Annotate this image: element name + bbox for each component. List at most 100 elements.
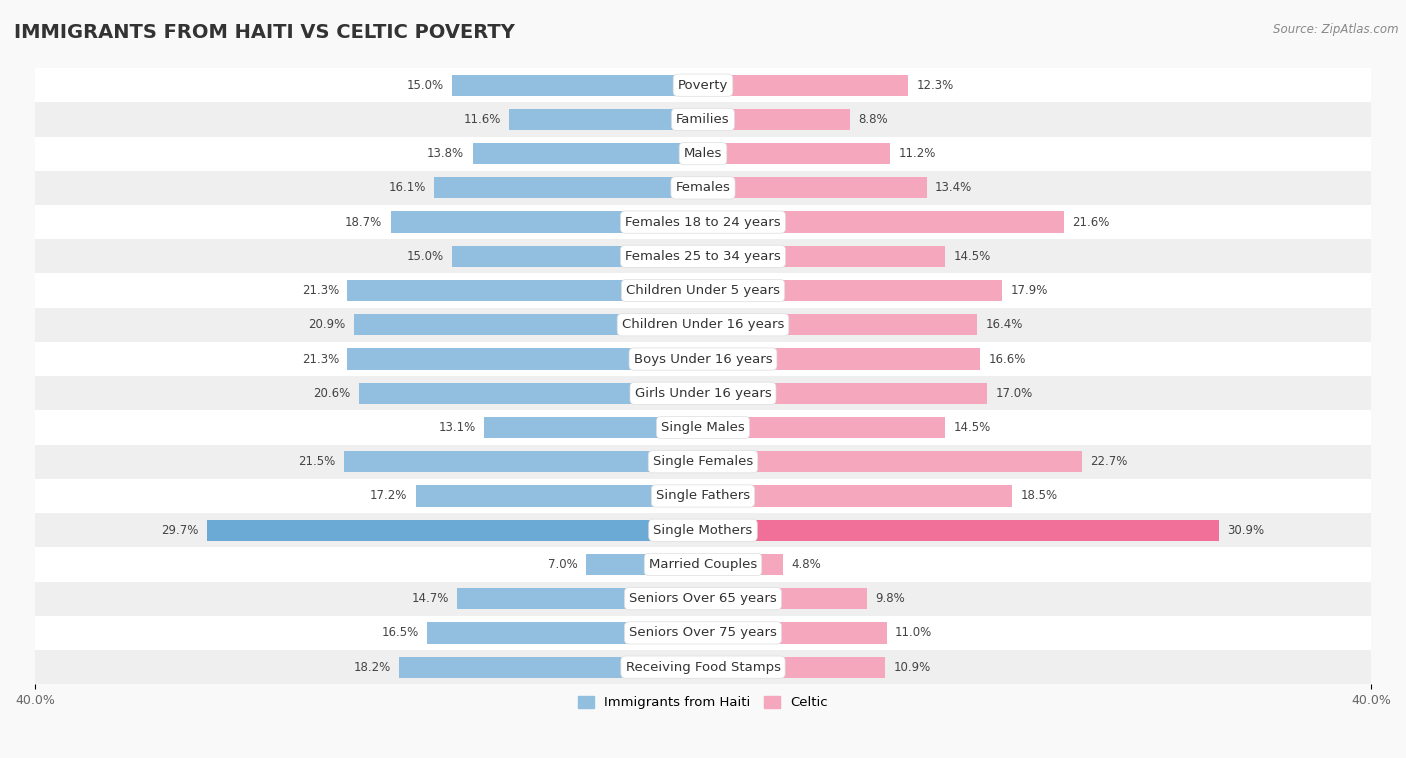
- Text: 15.0%: 15.0%: [406, 250, 444, 263]
- Bar: [35, 376, 1371, 410]
- Bar: [703, 485, 1012, 506]
- Text: 21.3%: 21.3%: [302, 352, 339, 365]
- Bar: [509, 109, 703, 130]
- Text: Females 18 to 24 years: Females 18 to 24 years: [626, 215, 780, 229]
- Text: 16.1%: 16.1%: [388, 181, 426, 194]
- Text: Males: Males: [683, 147, 723, 160]
- Bar: [344, 451, 703, 472]
- Bar: [35, 274, 1371, 308]
- Bar: [347, 280, 703, 301]
- Text: Receiving Food Stamps: Receiving Food Stamps: [626, 661, 780, 674]
- Bar: [35, 136, 1371, 171]
- Bar: [35, 102, 1371, 136]
- Text: 13.1%: 13.1%: [439, 421, 475, 434]
- Text: Single Fathers: Single Fathers: [657, 490, 749, 503]
- Bar: [35, 68, 1371, 102]
- Bar: [453, 74, 703, 96]
- Text: 17.2%: 17.2%: [370, 490, 408, 503]
- Text: Source: ZipAtlas.com: Source: ZipAtlas.com: [1274, 23, 1399, 36]
- Text: Single Females: Single Females: [652, 456, 754, 468]
- Text: 14.5%: 14.5%: [953, 421, 991, 434]
- Bar: [359, 383, 703, 404]
- Text: 21.3%: 21.3%: [302, 284, 339, 297]
- Bar: [35, 171, 1371, 205]
- Text: 15.0%: 15.0%: [406, 79, 444, 92]
- Bar: [416, 485, 703, 506]
- Text: 21.5%: 21.5%: [298, 456, 336, 468]
- Bar: [35, 615, 1371, 650]
- Text: 16.5%: 16.5%: [382, 626, 419, 640]
- Bar: [35, 650, 1371, 684]
- Bar: [35, 410, 1371, 445]
- Bar: [35, 240, 1371, 274]
- Text: 7.0%: 7.0%: [548, 558, 578, 571]
- Text: Females 25 to 34 years: Females 25 to 34 years: [626, 250, 780, 263]
- Text: Females: Females: [675, 181, 731, 194]
- Text: 14.5%: 14.5%: [953, 250, 991, 263]
- Text: Poverty: Poverty: [678, 79, 728, 92]
- Bar: [35, 308, 1371, 342]
- Text: 20.6%: 20.6%: [314, 387, 350, 399]
- Bar: [35, 513, 1371, 547]
- Bar: [35, 342, 1371, 376]
- Text: Married Couples: Married Couples: [650, 558, 756, 571]
- Bar: [703, 280, 1002, 301]
- Bar: [703, 451, 1083, 472]
- Bar: [35, 205, 1371, 240]
- Bar: [703, 656, 884, 678]
- Text: 14.7%: 14.7%: [412, 592, 449, 605]
- Bar: [703, 383, 987, 404]
- Bar: [207, 519, 703, 540]
- Text: 22.7%: 22.7%: [1091, 456, 1128, 468]
- Text: Seniors Over 65 years: Seniors Over 65 years: [628, 592, 778, 605]
- Text: 8.8%: 8.8%: [858, 113, 889, 126]
- Bar: [586, 554, 703, 575]
- Text: 17.9%: 17.9%: [1011, 284, 1047, 297]
- Bar: [703, 417, 945, 438]
- Bar: [703, 315, 977, 336]
- Bar: [484, 417, 703, 438]
- Text: Children Under 5 years: Children Under 5 years: [626, 284, 780, 297]
- Bar: [347, 349, 703, 370]
- Text: 13.8%: 13.8%: [427, 147, 464, 160]
- Text: 9.8%: 9.8%: [875, 592, 905, 605]
- Bar: [457, 588, 703, 609]
- Text: 29.7%: 29.7%: [162, 524, 198, 537]
- Text: 18.2%: 18.2%: [353, 661, 391, 674]
- Text: 20.9%: 20.9%: [308, 318, 346, 331]
- Text: 18.7%: 18.7%: [344, 215, 382, 229]
- Text: 11.0%: 11.0%: [896, 626, 932, 640]
- Bar: [35, 581, 1371, 615]
- Bar: [703, 519, 1219, 540]
- Bar: [703, 109, 851, 130]
- Bar: [453, 246, 703, 267]
- Bar: [703, 622, 887, 644]
- Text: 17.0%: 17.0%: [995, 387, 1032, 399]
- Bar: [35, 479, 1371, 513]
- Bar: [703, 177, 927, 199]
- Bar: [472, 143, 703, 164]
- Bar: [703, 554, 783, 575]
- Text: Boys Under 16 years: Boys Under 16 years: [634, 352, 772, 365]
- Text: 13.4%: 13.4%: [935, 181, 973, 194]
- Bar: [427, 622, 703, 644]
- Text: IMMIGRANTS FROM HAITI VS CELTIC POVERTY: IMMIGRANTS FROM HAITI VS CELTIC POVERTY: [14, 23, 515, 42]
- Text: 10.9%: 10.9%: [893, 661, 931, 674]
- Legend: Immigrants from Haiti, Celtic: Immigrants from Haiti, Celtic: [572, 691, 834, 715]
- Text: Families: Families: [676, 113, 730, 126]
- Bar: [35, 445, 1371, 479]
- Bar: [703, 588, 866, 609]
- Text: 16.4%: 16.4%: [986, 318, 1022, 331]
- Text: Girls Under 16 years: Girls Under 16 years: [634, 387, 772, 399]
- Text: 11.2%: 11.2%: [898, 147, 936, 160]
- Bar: [703, 349, 980, 370]
- Bar: [703, 211, 1064, 233]
- Text: Children Under 16 years: Children Under 16 years: [621, 318, 785, 331]
- Bar: [35, 547, 1371, 581]
- Text: 11.6%: 11.6%: [464, 113, 501, 126]
- Bar: [703, 246, 945, 267]
- Text: 21.6%: 21.6%: [1073, 215, 1109, 229]
- Text: Single Mothers: Single Mothers: [654, 524, 752, 537]
- Bar: [703, 143, 890, 164]
- Text: 30.9%: 30.9%: [1227, 524, 1264, 537]
